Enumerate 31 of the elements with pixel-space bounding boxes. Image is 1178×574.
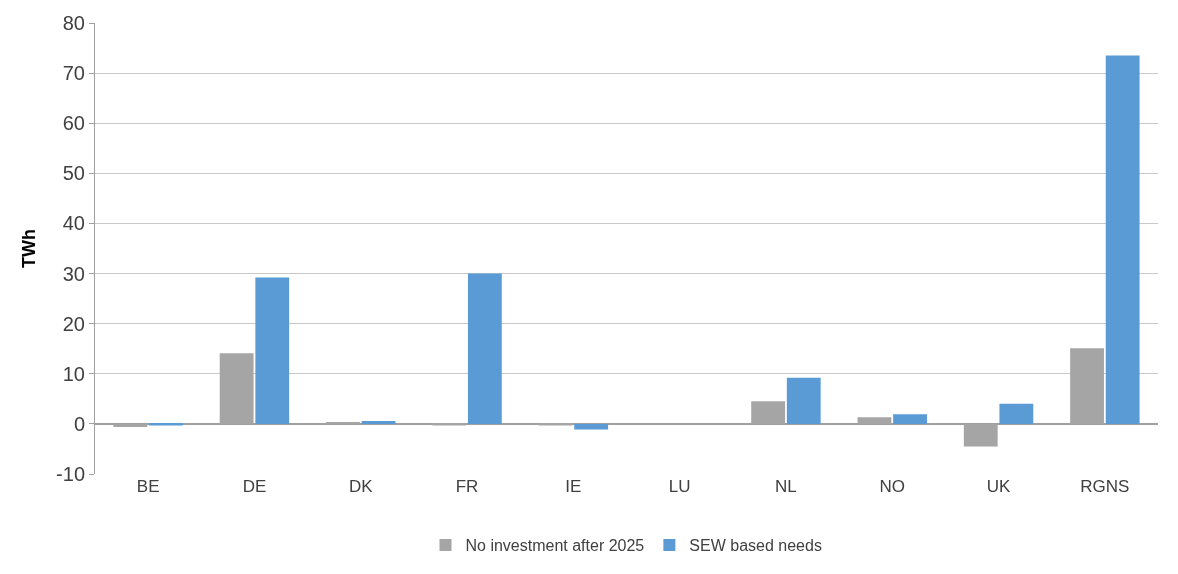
y-tick-label: 20: [62, 312, 85, 335]
bar: [999, 403, 1034, 424]
legend-label: SEW based needs: [689, 537, 822, 555]
bar: [467, 273, 502, 424]
bar: [786, 377, 821, 424]
x-tick-label: IE: [565, 477, 582, 496]
y-tick-label: 70: [62, 62, 85, 85]
x-tick-label: DE: [242, 477, 267, 496]
y-tick-label: 40: [62, 212, 85, 235]
y-tick-label: 80: [62, 12, 85, 34]
x-tick-label: DK: [348, 477, 374, 496]
x-tick-label: NO: [879, 477, 905, 496]
y-axis-title: TWh: [19, 229, 40, 268]
y-tick-label: 50: [62, 162, 85, 185]
x-tick-label: BE: [136, 477, 160, 496]
y-tick-label: 60: [62, 112, 85, 135]
legend-label: No investment after 2025: [465, 537, 645, 555]
bar: [255, 277, 290, 424]
y-tick-label: 10: [62, 362, 85, 385]
y-tick-label: 30: [62, 262, 85, 285]
x-tick-label: UK: [986, 477, 1012, 496]
bar: [893, 414, 927, 424]
x-tick-label: LU: [668, 477, 691, 496]
bar: [361, 420, 396, 424]
x-tick-label: FR: [455, 477, 479, 496]
x-tick-label: RGNS: [1080, 477, 1130, 496]
y-tick-label: -10: [56, 463, 85, 485]
bar: [574, 423, 609, 430]
bar: [1105, 55, 1140, 424]
y-tick-label: 0: [73, 412, 85, 435]
x-tick-label: NL: [775, 477, 797, 496]
